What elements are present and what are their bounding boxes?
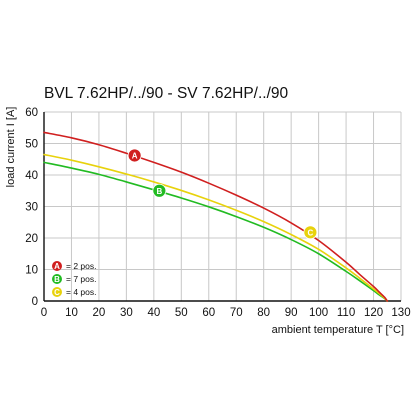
tick-labels: 0 10 20 30 40 50 60 70 80 90 100 110 120 130 0 10 20 30 40… xyxy=(25,107,410,319)
y-tick-label: 60 xyxy=(25,107,38,119)
x-tick-label: 40 xyxy=(147,307,160,319)
x-tick-label: 20 xyxy=(93,307,106,319)
legend-marker-letter-b: B xyxy=(54,275,60,284)
x-tick-label: 100 xyxy=(309,307,328,319)
x-tick-label: 120 xyxy=(364,307,383,319)
legend-marker-letter-a: A xyxy=(54,262,60,271)
x-axis-label: ambient temperature T [°C] xyxy=(272,324,404,336)
chart-title: BVL 7.62HP/../90 - SV 7.62HP/../90 xyxy=(44,85,288,102)
legend-marker-b xyxy=(52,274,62,284)
series-markers: A B C xyxy=(127,148,318,240)
y-tick-label: 30 xyxy=(25,202,38,214)
series-line-a xyxy=(43,131,389,302)
y-axis-label: load current I [A] xyxy=(5,107,17,188)
series-line-b xyxy=(43,161,389,302)
legend-entry-b: = 7 pos. xyxy=(66,274,96,284)
x-tick-label: 80 xyxy=(257,307,270,319)
series-marker-letter-c: C xyxy=(307,228,313,237)
x-tick-label: 70 xyxy=(230,307,243,319)
x-tick-label: 110 xyxy=(337,307,355,319)
y-tick-label: 50 xyxy=(25,139,38,151)
series-line-c xyxy=(43,153,389,302)
y-tick-label: 40 xyxy=(25,170,38,182)
y-tick-label: 0 xyxy=(32,296,38,308)
legend-entry-c: = 4 pos. xyxy=(66,287,96,297)
x-tick-label: 30 xyxy=(120,307,133,319)
x-tick-label: 130 xyxy=(391,307,410,319)
y-tick-label: 10 xyxy=(25,265,38,277)
legend: A = 2 pos. B = 7 pos. C = 4 pos. xyxy=(52,261,96,297)
series-marker-letter-a: A xyxy=(132,151,138,160)
legend-entry-a: = 2 pos. xyxy=(66,261,96,271)
series-marker-letter-b: B xyxy=(156,187,162,196)
legend-marker-c xyxy=(52,287,62,297)
series-lines xyxy=(43,131,389,302)
x-tick-label: 60 xyxy=(202,307,215,319)
series-marker-b xyxy=(152,183,167,198)
y-tick-label: 20 xyxy=(25,233,38,245)
x-tick-label: 10 xyxy=(65,307,78,319)
grid-lines xyxy=(44,111,402,301)
x-tick-label: 90 xyxy=(285,307,298,319)
x-tick-label: 0 xyxy=(41,307,47,319)
legend-marker-letter-c: C xyxy=(54,288,60,297)
x-tick-label: 50 xyxy=(175,307,188,319)
series-marker-c xyxy=(303,225,318,240)
legend-marker-a xyxy=(52,261,62,271)
series-marker-a xyxy=(127,148,142,163)
axes xyxy=(43,112,401,302)
